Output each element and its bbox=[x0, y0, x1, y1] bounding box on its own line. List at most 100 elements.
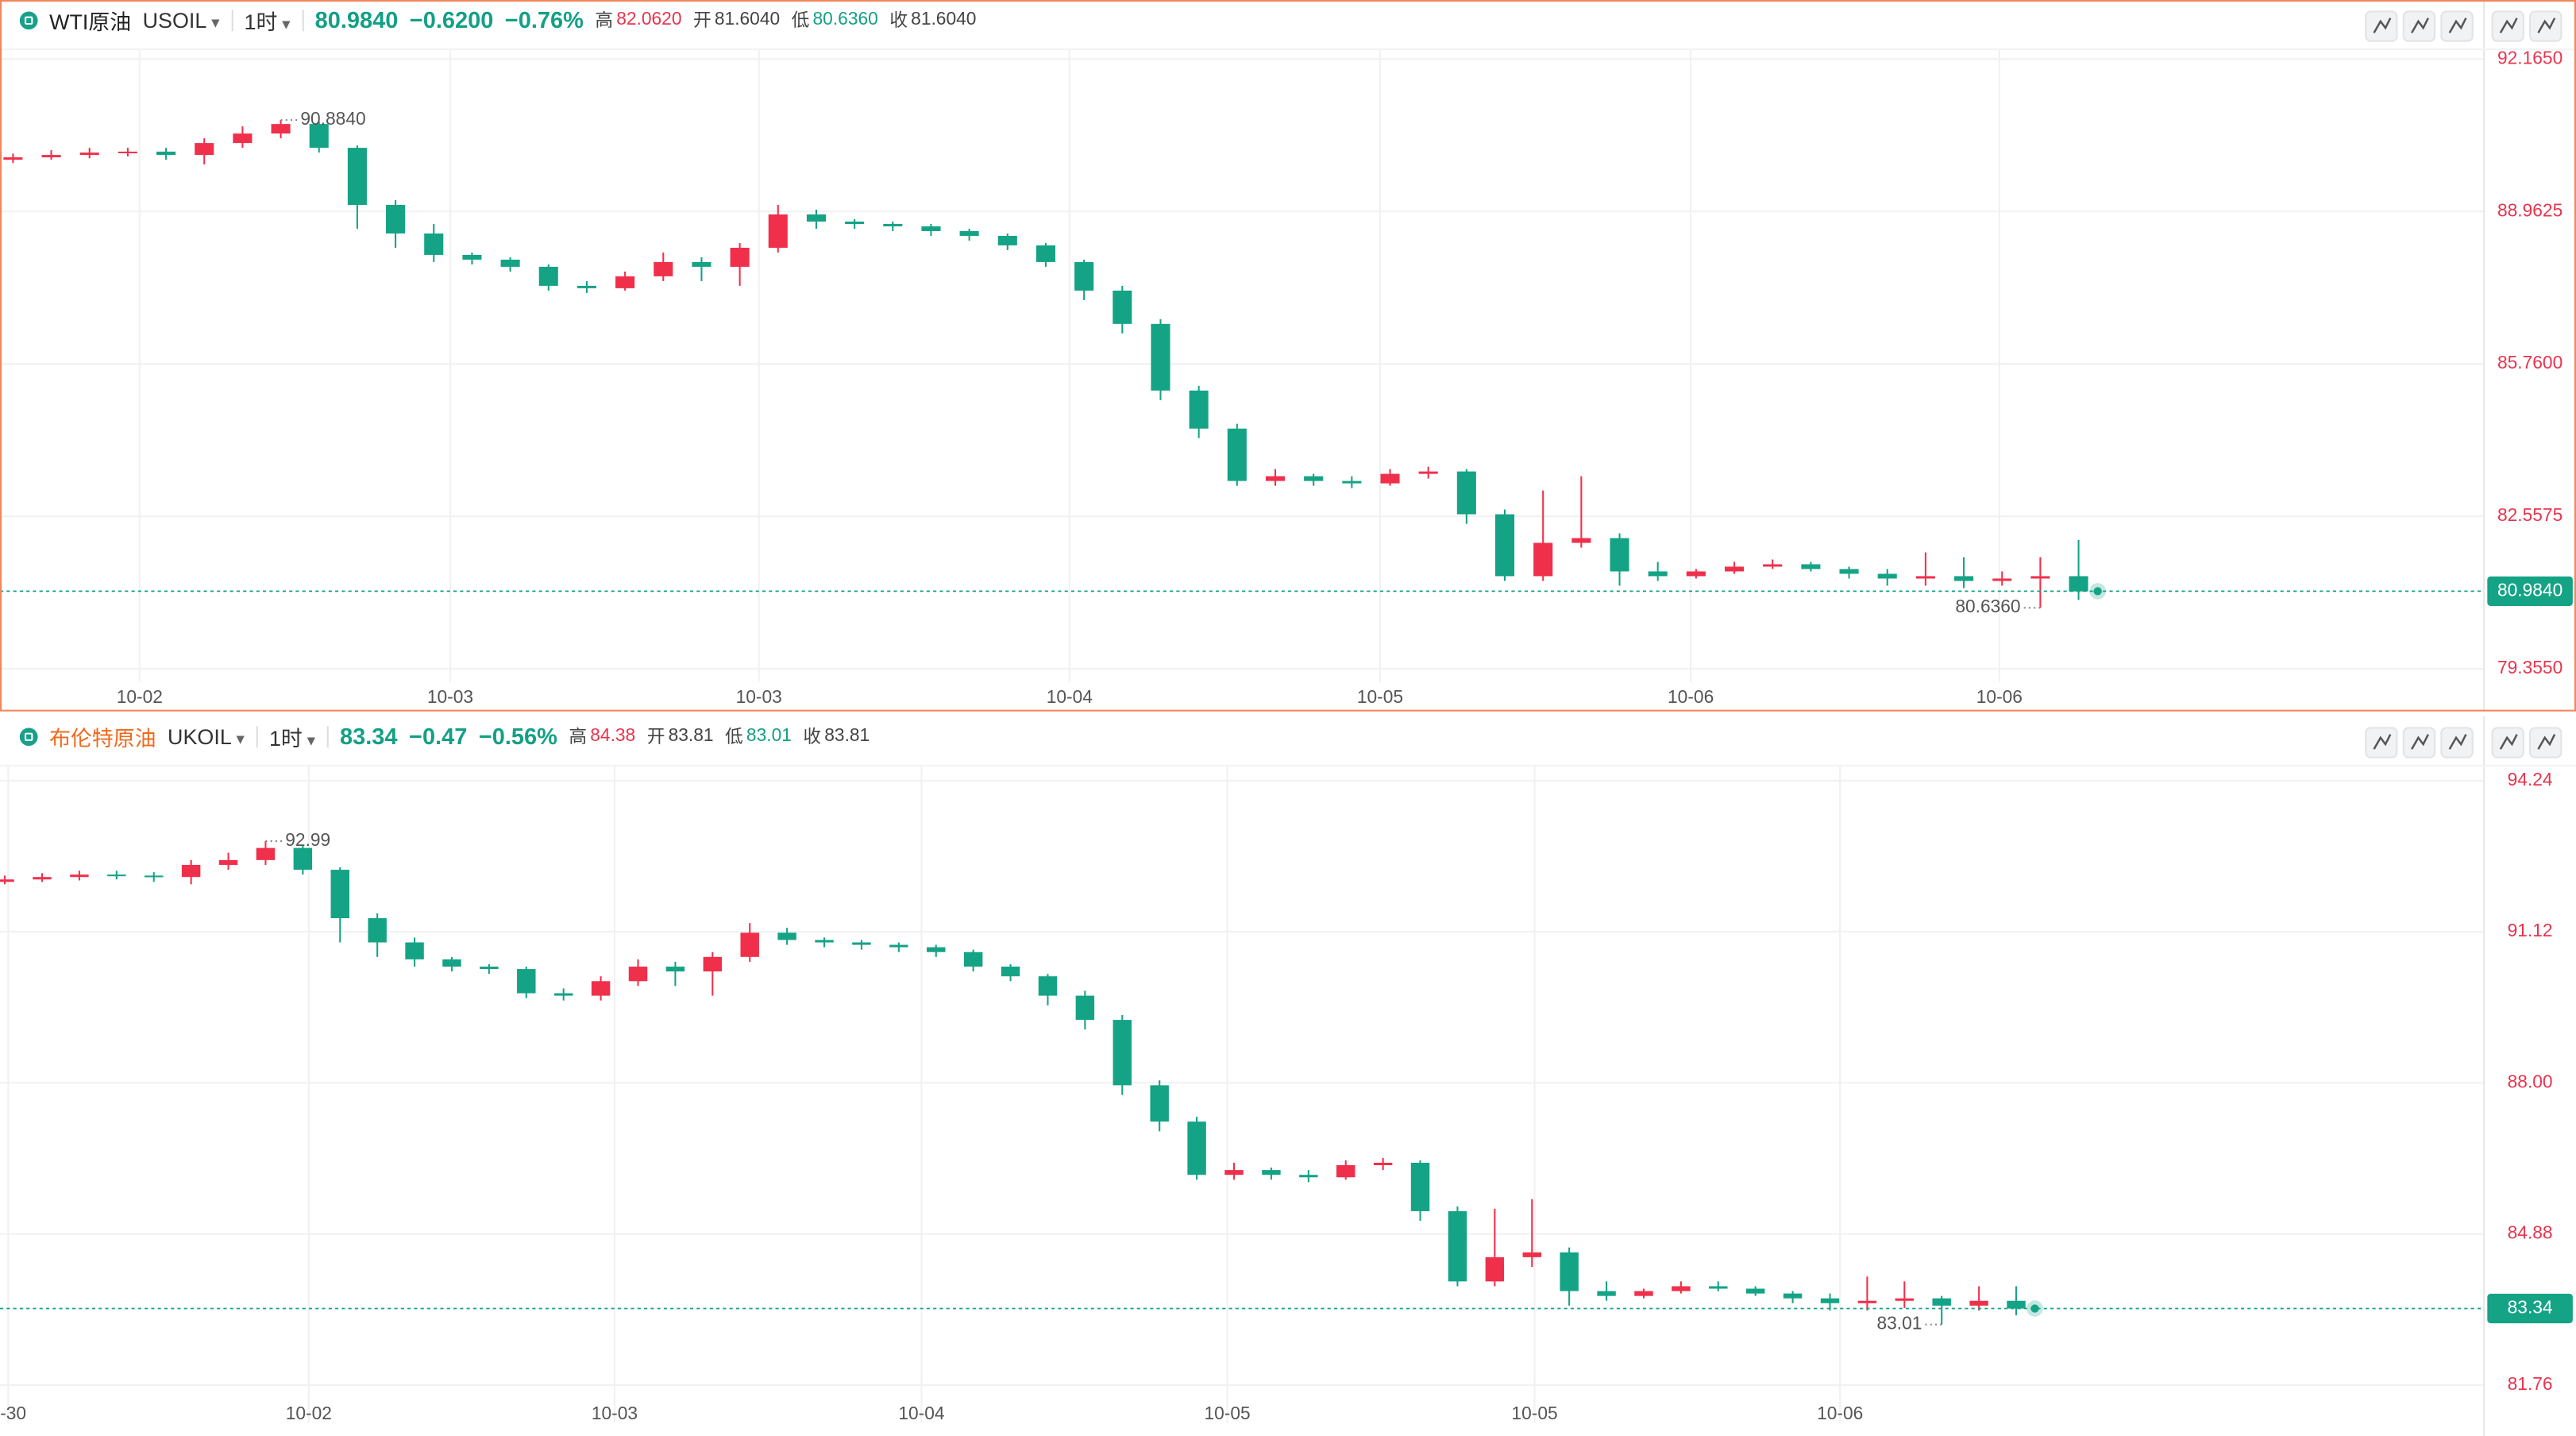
toolbar-button[interactable] bbox=[2402, 10, 2436, 42]
candle-body bbox=[500, 259, 520, 267]
y-tick-label: 88.00 bbox=[2508, 1071, 2553, 1091]
interval-selector[interactable]: 1时 bbox=[245, 4, 291, 35]
stat: 低 83.01 bbox=[725, 723, 792, 749]
candle-body bbox=[1189, 390, 1209, 429]
candle-body bbox=[997, 235, 1017, 245]
y-tick-label: 91.12 bbox=[2508, 920, 2553, 940]
last-price-box bbox=[2487, 1293, 2573, 1324]
toolbar-button[interactable] bbox=[2365, 727, 2398, 759]
candle-body bbox=[615, 276, 635, 288]
x-tick-label: 10-02 bbox=[286, 1403, 332, 1423]
candle-body bbox=[462, 254, 482, 260]
candle-body bbox=[480, 967, 499, 970]
toolbar-button[interactable] bbox=[2491, 727, 2524, 759]
toolbar-button[interactable] bbox=[2440, 10, 2474, 42]
toolbar-icon bbox=[2448, 734, 2467, 750]
candle-body bbox=[271, 124, 291, 134]
candle-body bbox=[1150, 1085, 1169, 1122]
candle-body bbox=[806, 214, 826, 222]
candle-body bbox=[442, 959, 461, 967]
candle-body bbox=[41, 155, 61, 158]
active-panel-border bbox=[0, 0, 2576, 712]
interval-selector[interactable]: 1时 bbox=[269, 720, 315, 751]
candle-body bbox=[1724, 566, 1745, 572]
y-tick-label: 85.7600 bbox=[2497, 352, 2563, 373]
candle-body bbox=[1877, 573, 1897, 579]
annotation-label: 80.6360 bbox=[1955, 596, 2020, 616]
candle-body bbox=[1932, 1298, 1951, 1306]
y-tick-label: 82.5575 bbox=[2497, 504, 2563, 525]
candle-body bbox=[70, 874, 89, 878]
toolbar-icon bbox=[2373, 734, 2392, 750]
candle-body bbox=[1418, 471, 1438, 474]
stat-value: 81.6040 bbox=[714, 10, 781, 30]
toolbar-button[interactable] bbox=[2529, 727, 2563, 759]
last-price-label: 80.9840 bbox=[2497, 579, 2563, 600]
toolbar-icon bbox=[2411, 734, 2429, 750]
toolbar-icon bbox=[2373, 17, 2392, 33]
stat: 开 81.6040 bbox=[693, 6, 780, 33]
candle-body bbox=[1610, 538, 1629, 572]
x-tick-label: 10-03 bbox=[592, 1403, 638, 1423]
x-tick-label: 10-06 bbox=[1976, 686, 2023, 707]
x-tick-label: 9-30 bbox=[0, 1403, 26, 1423]
symbol-selector[interactable]: UKOIL bbox=[168, 724, 245, 748]
candle-body bbox=[768, 214, 788, 248]
candle-body bbox=[386, 205, 406, 234]
candle-body bbox=[845, 221, 865, 224]
candle-body bbox=[927, 947, 946, 952]
stat-label: 低 bbox=[791, 11, 810, 32]
stat-label: 高 bbox=[595, 11, 614, 32]
y-tick-label: 79.3550 bbox=[2497, 657, 2563, 677]
symbol-selector[interactable]: USOIL bbox=[143, 7, 220, 32]
annotation-label: 92.99 bbox=[285, 829, 330, 850]
separator bbox=[326, 725, 329, 747]
toolbar-button[interactable] bbox=[2440, 727, 2474, 759]
x-tick-label: 10-02 bbox=[117, 686, 163, 707]
candle-body bbox=[883, 223, 903, 226]
candle-body bbox=[107, 874, 126, 877]
toolbar-button[interactable] bbox=[2491, 10, 2524, 42]
candle-body bbox=[1224, 1170, 1244, 1175]
change: −0.47 bbox=[409, 723, 468, 750]
candle-body bbox=[577, 285, 596, 288]
candle-body bbox=[1763, 564, 1783, 567]
stat-label: 开 bbox=[692, 11, 711, 32]
candle-body bbox=[1686, 571, 1706, 577]
candle-body bbox=[1035, 245, 1056, 262]
candle-body bbox=[1839, 569, 1859, 574]
candle-body bbox=[1560, 1252, 1579, 1291]
candle-body bbox=[963, 952, 983, 967]
candle-body bbox=[1448, 1210, 1467, 1282]
stat-label: 收 bbox=[803, 728, 822, 748]
toolbar-icon bbox=[2537, 734, 2556, 750]
x-tick-label: 10-06 bbox=[1668, 686, 1714, 707]
candle-body bbox=[1522, 1252, 1541, 1257]
x-tick-label: 10-04 bbox=[1047, 686, 1093, 707]
chart-title: 布伦特原油 bbox=[49, 725, 156, 751]
candle-body bbox=[1895, 1298, 1915, 1301]
candle-body bbox=[181, 864, 201, 878]
separator bbox=[256, 725, 258, 747]
candle-body bbox=[1001, 967, 1020, 977]
y-tick-label: 94.24 bbox=[2508, 769, 2553, 789]
x-tick-label: 10-05 bbox=[1511, 1403, 1557, 1423]
stat: 开 83.81 bbox=[647, 723, 714, 749]
toolbar-button[interactable] bbox=[2402, 727, 2436, 759]
candle-body bbox=[1336, 1165, 1355, 1178]
candle-body bbox=[1634, 1291, 1653, 1296]
candle-body bbox=[1075, 995, 1095, 1021]
candle-body bbox=[1410, 1162, 1430, 1211]
change-percent: −0.56% bbox=[478, 723, 557, 750]
candle-body bbox=[538, 266, 558, 286]
candle-body bbox=[777, 932, 796, 940]
toolbar-button[interactable] bbox=[2365, 10, 2398, 42]
x-tick-label: 10-04 bbox=[898, 1403, 944, 1423]
candle-body bbox=[692, 261, 711, 267]
annotation-label: 90.8840 bbox=[300, 108, 365, 129]
stat-value: 84.38 bbox=[590, 726, 636, 747]
candle-body bbox=[665, 967, 685, 972]
chart-header: WTI原油 USOIL 1时 80.9840 −0.6200 −0.76% 高82.0620… bbox=[19, 2, 977, 38]
toolbar-button[interactable] bbox=[2529, 10, 2563, 42]
